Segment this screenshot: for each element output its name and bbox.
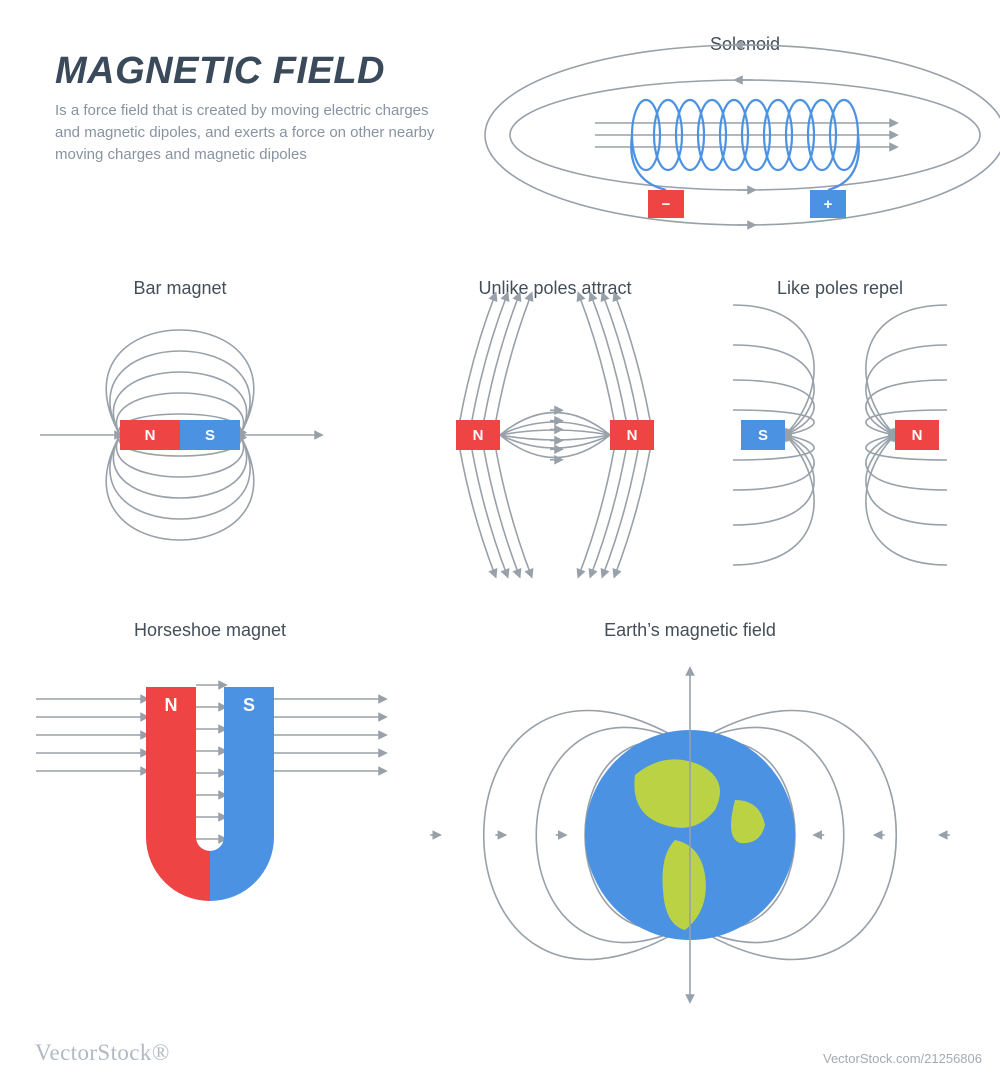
svg-text:S: S	[205, 427, 215, 444]
svg-text:N: N	[627, 427, 638, 444]
svg-text:−: −	[662, 196, 671, 213]
svg-text:N: N	[473, 427, 484, 444]
svg-text:N: N	[912, 427, 923, 444]
svg-text:N: N	[145, 427, 156, 444]
svg-text:+: +	[824, 196, 833, 213]
svg-text:N: N	[165, 695, 178, 715]
diagram-canvas: − + N S N N S N N S	[0, 0, 1000, 1080]
image-id: VectorStock.com/21256806	[823, 1051, 982, 1066]
svg-text:S: S	[758, 427, 768, 444]
svg-text:S: S	[243, 695, 255, 715]
watermark: VectorStock®	[35, 1040, 170, 1066]
